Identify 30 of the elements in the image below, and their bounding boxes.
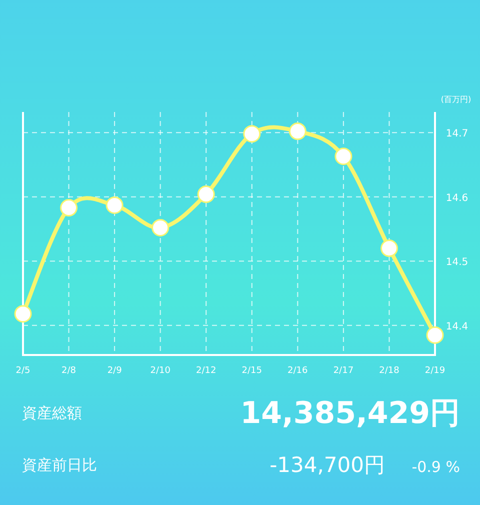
x-tick-label: 2/15 bbox=[242, 366, 262, 376]
point bbox=[60, 199, 78, 217]
point bbox=[197, 186, 215, 204]
x-tick-label: 2/19 bbox=[424, 366, 446, 376]
y-tick-label: 14.4 bbox=[446, 321, 468, 332]
point bbox=[380, 240, 398, 258]
point bbox=[14, 305, 32, 323]
y-tick-label: 14.6 bbox=[446, 192, 468, 204]
text: 14,385,429円 bbox=[240, 396, 460, 431]
point bbox=[106, 196, 124, 214]
x-tick-label: 2/18 bbox=[379, 366, 400, 376]
x-tick-label: 2/16 bbox=[288, 366, 308, 376]
text: 資産総額 bbox=[22, 404, 82, 422]
point bbox=[334, 148, 352, 166]
y-tick-label: 14.7 bbox=[446, 128, 468, 140]
point bbox=[243, 125, 261, 143]
y-tick-label: 14.5 bbox=[446, 257, 468, 268]
point bbox=[288, 122, 306, 140]
x-tick-label: 2/5 bbox=[16, 366, 30, 376]
x-tick-label: 2/10 bbox=[150, 366, 171, 376]
point bbox=[152, 218, 170, 236]
x-tick-label: 2/12 bbox=[196, 366, 216, 376]
x-tick-label: 2/8 bbox=[62, 366, 76, 376]
y-axis-title: (百万円) bbox=[440, 95, 472, 104]
text: -0.9 % bbox=[412, 458, 460, 476]
x-tick-label: 2/17 bbox=[333, 366, 354, 376]
point bbox=[426, 326, 444, 344]
x-tick-label: 2/9 bbox=[107, 366, 122, 376]
text: -134,700円 bbox=[270, 453, 385, 477]
text: 資産前日比 bbox=[22, 456, 97, 474]
